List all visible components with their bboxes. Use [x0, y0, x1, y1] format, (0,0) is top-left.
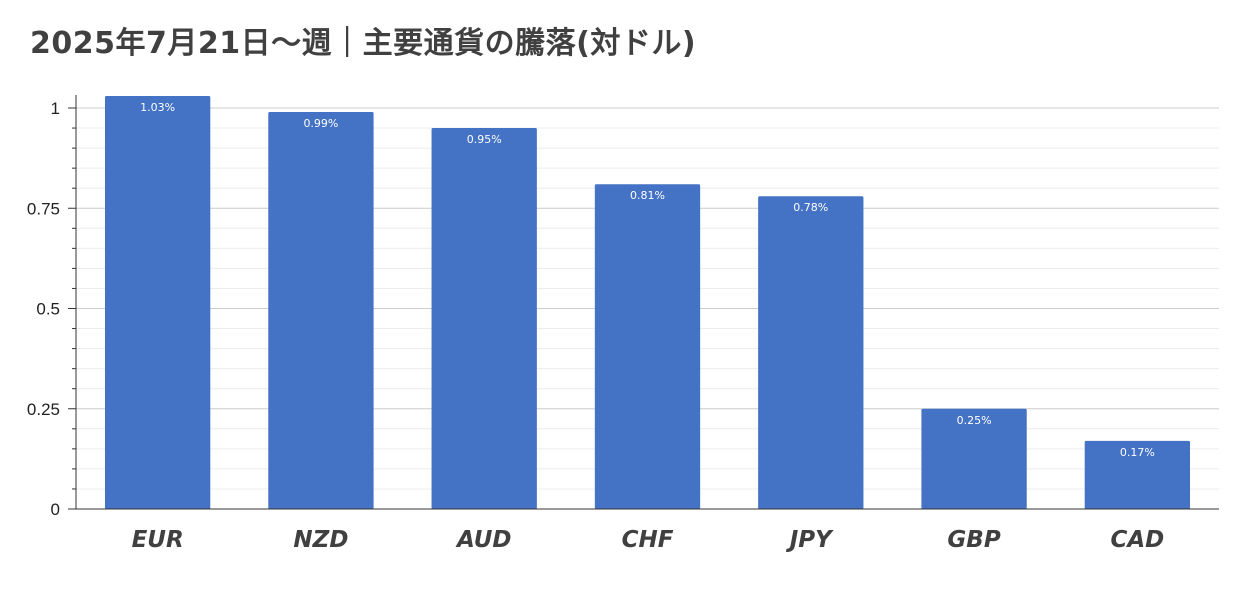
- chart-title: 2025年7月21日～週｜主要通貨の騰落(対ドル): [30, 26, 697, 61]
- bar-data-label: 1.03%: [140, 101, 175, 114]
- x-tick-label: GBP: [947, 527, 1000, 553]
- bar-data-label: 0.81%: [630, 189, 665, 202]
- x-tick-label: CHF: [622, 527, 674, 553]
- x-tick-label: CAD: [1110, 527, 1164, 553]
- bar-data-label: 0.25%: [957, 414, 992, 427]
- bar: [594, 184, 701, 509]
- x-tick-label: NZD: [293, 527, 348, 553]
- bar-data-label: 0.17%: [1120, 446, 1155, 459]
- y-tick-label: 0.75: [27, 199, 60, 218]
- axes: [68, 95, 1219, 510]
- tick-labels: 0 0.25 0.5 0.75 1 EUR NZD AUD CHF JPY GBP CAD: [27, 99, 1164, 553]
- y-tick-label: 0.25: [27, 400, 60, 419]
- bar-data-label: 0.78%: [793, 201, 828, 214]
- bar: [431, 128, 537, 510]
- bar: [104, 95, 211, 509]
- bar: [1084, 440, 1191, 509]
- bar-data-label: 0.95%: [467, 133, 502, 146]
- bars: 1.03% 0.99% 0.95% 0.81% 0.78% 0.25% 0.17%: [104, 95, 1191, 510]
- x-tick-label: EUR: [132, 527, 184, 553]
- y-tick-label: 0: [51, 500, 60, 519]
- bar: [758, 196, 864, 509]
- x-tick-label: AUD: [455, 527, 512, 553]
- bar: [921, 408, 1027, 509]
- bar: [268, 112, 374, 509]
- bar-data-label: 0.99%: [303, 117, 338, 130]
- y-tick-label: 0.5: [36, 300, 60, 319]
- y-tick-label: 1: [51, 99, 60, 118]
- x-tick-label: JPY: [786, 527, 834, 553]
